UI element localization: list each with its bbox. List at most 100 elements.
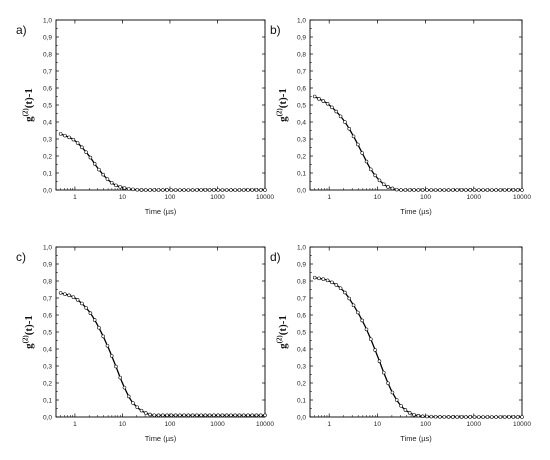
y-axis-label: g(2)(t)-1 [22,315,36,349]
data-point [520,188,524,192]
data-point [364,327,369,332]
y-tick-label: 0,5 [297,329,306,336]
data-point [169,413,174,418]
y-tick-label: 1,0 [297,17,306,24]
data-point [472,188,477,192]
x-tick-label: 10000 [256,194,274,201]
data-point [203,188,208,192]
x-axis-label: Time (µs) [400,207,432,216]
data-point [220,188,225,192]
data-point [343,290,347,295]
data-point [143,411,148,415]
x-axis-label: Time (µs) [145,207,177,216]
data-point [80,301,84,306]
data-point [425,414,429,419]
data-point [485,188,490,192]
data-point [101,334,105,339]
data-point [498,188,503,192]
data-point [477,415,481,419]
data-point [67,135,71,140]
x-tick-label: 1000 [467,194,482,201]
data-point [135,187,140,192]
y-tick-label: 0,9 [43,34,52,41]
x-tick-label: 10 [374,421,382,428]
data-point [459,188,464,192]
data-point [351,134,356,139]
y-tick-label: 0,0 [43,414,52,421]
data-point [224,413,229,418]
y-tick-label: 0,4 [297,346,306,353]
data-point [195,413,199,418]
x-tick-label: 1000 [210,194,225,201]
data-point [455,188,459,192]
y-tick-label: 0,8 [297,278,306,285]
y-tick-label: 0,5 [43,329,52,336]
data-point [325,278,330,283]
data-point [334,283,339,287]
y-tick-label: 0,9 [297,261,306,268]
y-tick-label: 0,4 [43,119,52,126]
data-point [97,325,101,330]
y-axis-label: g(2)(t)-1 [22,88,36,122]
y-tick-label: 0,1 [43,397,52,404]
data-point [420,414,425,419]
data-point [254,188,259,192]
data-point [446,415,451,419]
panel-label: a) [16,23,27,37]
y-tick-label: 0,3 [297,363,306,370]
y-tick-label: 0,1 [297,170,306,177]
data-point [386,381,390,386]
data-point [507,188,511,192]
data-point [199,188,203,192]
data-point [382,370,386,375]
data-point [433,188,438,192]
panel-label: d) [270,250,281,264]
y-tick-label: 0,9 [43,261,52,268]
data-point [203,413,208,418]
y-tick-label: 0,3 [43,136,52,143]
panel-1: 0,0 0,1 0,2 0,3 0,4 0,5 0,6 0,7 0,8 0,9 1,0 1 10 100 1… [16,17,274,216]
panel-4: 0,0 0,1 0,2 0,3 0,4 0,5 0,6 0,7 0,8 0,9 1,0 1 10 100 1… [270,244,531,443]
data-point [109,354,114,358]
data-point [148,188,152,192]
data-point [135,405,140,410]
data-point [468,415,472,419]
data-point [407,411,412,415]
y-tick-label: 0,6 [297,312,306,319]
y-tick-label: 0,1 [297,397,306,404]
data-point [207,413,212,418]
data-point [317,276,321,281]
data-point [412,412,416,417]
y-tick-label: 0,7 [43,295,52,302]
data-point [84,306,88,310]
data-point [451,188,455,192]
data-point [233,413,237,418]
x-tick-label: 100 [165,194,176,201]
data-point [114,364,118,369]
fit-curve [314,95,522,191]
data-point [369,337,373,342]
data-point [118,375,122,380]
data-point [429,414,434,419]
y-label-superscript: (2) [276,108,284,117]
data-point [80,145,84,150]
data-point [485,415,490,419]
x-axis-label: Time (µs) [145,434,177,443]
data-point [212,188,216,192]
data-point [92,162,97,166]
data-point [451,415,455,419]
data-point [114,183,118,188]
data-point [148,412,152,417]
data-point [351,303,356,308]
data-point [182,413,186,418]
y-tick-label: 0,8 [43,278,52,285]
data-point [334,109,339,114]
y-label-superscript: (2) [22,335,30,344]
data-point [520,415,524,419]
data-point [216,413,220,418]
data-point [63,133,67,138]
data-point [75,298,80,302]
data-point [330,105,334,110]
data-point [250,413,255,418]
y-tick-label: 0,0 [297,187,306,194]
